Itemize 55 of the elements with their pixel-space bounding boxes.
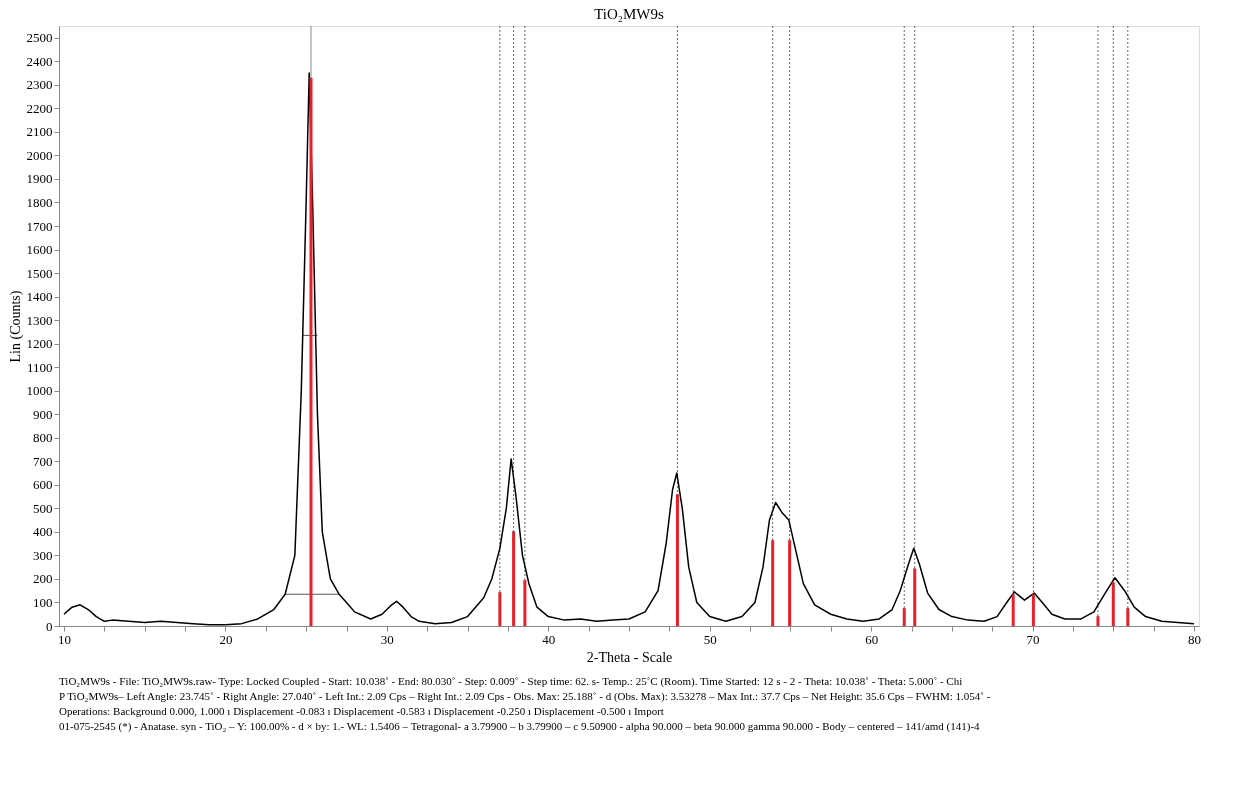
y-tick-label: 1300 <box>26 312 53 328</box>
y-tick-label: 2100 <box>26 124 53 140</box>
y-tick-label: 500 <box>33 500 53 516</box>
bar <box>913 568 917 626</box>
x-tick-label: 40 <box>542 631 556 647</box>
x-tick-label: 60 <box>865 631 879 647</box>
y-tick-label: 600 <box>33 477 53 493</box>
y-tick-label: 300 <box>33 547 53 563</box>
bar <box>1031 594 1035 626</box>
bar <box>512 531 516 626</box>
y-tick-label: 2000 <box>26 147 53 163</box>
y-axis-title: Lin (Counts) <box>7 290 24 363</box>
y-tick-label: 900 <box>33 406 53 422</box>
y-tick-label: 200 <box>33 571 53 587</box>
y-tick-label: 2200 <box>26 100 53 116</box>
y-tick-label: 100 <box>33 594 53 610</box>
y-tick-label: 1700 <box>26 218 53 234</box>
y-tick-label: 1800 <box>26 194 53 210</box>
chart-title: TiO₂MW9s <box>594 5 665 22</box>
bar <box>523 580 527 626</box>
y-tick-label: 400 <box>33 524 53 540</box>
bar <box>788 540 792 626</box>
x-axis-title: 2-Theta - Scale <box>586 649 673 665</box>
y-tick-label: 2500 <box>26 30 53 46</box>
bar <box>309 77 313 626</box>
bar <box>902 608 906 626</box>
bar <box>771 540 775 626</box>
y-tick-label: 1600 <box>26 242 53 258</box>
bar <box>1096 616 1100 626</box>
x-tick-label: 20 <box>219 631 233 647</box>
y-tick-label: 2300 <box>26 77 53 93</box>
text: P TiO₂MW9s– Left Angle: 23.745˚ - Right Angle: 27.040˚ - Left Int.: 2.09 Cps – Right Int.: 2.09 Cps - Obs. Max: 25.188˚ - d (Obs. Max): 3.53278 – Max Int.: 37.7 Cps – Net Height: 35.6 Cps – FWHM: 1.054˚ - Operations: Background 0.000, 1.000 ı Displacement -0.083 ı Displacement -0.583 ı Displacement -0.250 ı Displacement -0.500 ı Import <box>59 690 991 717</box>
x-tick-label: 30 <box>380 631 394 647</box>
bar <box>1111 582 1115 626</box>
bar <box>675 494 679 626</box>
bar <box>1011 594 1015 626</box>
y-tick-label: 700 <box>33 453 53 469</box>
line-series <box>63 72 1195 626</box>
bar <box>1126 608 1130 626</box>
y-tick-label: 1100 <box>26 359 53 375</box>
text: TiO₂MW9s - File: TiO₂MW9s.raw- Type: Locked Coupled - Start: 10.038˚ - End: 80.030˚ - Step: 0.009˚ - Step time: 62. s- Temp.: 25˚C (Room). Time Started: 12 s - 2 - Theta: 10.038˚ - Theta: 5.000˚ - Chi <box>59 675 963 688</box>
y-tick-label: 800 <box>33 430 53 446</box>
y-tick-label: 1500 <box>26 265 53 281</box>
y-tick-label: 1000 <box>26 383 53 399</box>
y-tick-label: 1200 <box>26 336 53 352</box>
bar <box>498 592 502 626</box>
x-tick-label: 10 <box>58 631 71 647</box>
y-tick-label: 1900 <box>26 171 53 187</box>
text: 01-075-2545 (*) - Anatase. syn - TiO₂ – Y: 100.00% - d × by: 1.- WL: 1.5406 – Tetragonal- a 3.79900 – b 3.79900 – c 9.50900 - alpha 90.000 – beta 90.000 gamma 90.000 - Body – centered – 141/amd (141)-4 <box>59 720 981 733</box>
x-tick-label: 70 <box>1026 631 1040 647</box>
y-tick-label: 1400 <box>26 289 53 305</box>
y-tick-label: 2400 <box>26 53 53 69</box>
x-tick-label: 80 <box>1188 631 1201 647</box>
y-tick-label: 0 <box>46 618 53 634</box>
x-tick-label: 50 <box>703 631 717 647</box>
